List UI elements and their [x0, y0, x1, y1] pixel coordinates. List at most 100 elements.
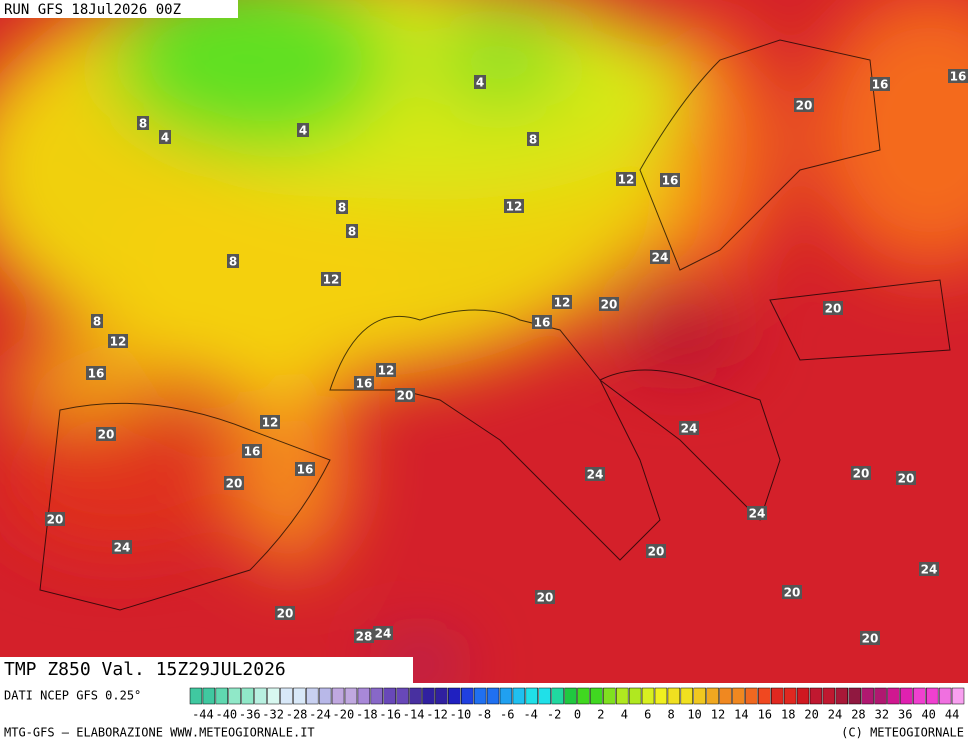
label-box [45, 512, 65, 526]
scale-label: -36 [239, 708, 261, 722]
label-box [224, 476, 244, 490]
contour-label: 20 [601, 298, 618, 312]
scale-swatch [306, 687, 319, 705]
run-label: RUN GFS 18Jul2026 00Z [4, 2, 181, 18]
contour-label: 20 [796, 99, 813, 113]
label-box [474, 75, 486, 89]
scale-label: -24 [309, 708, 331, 722]
scale-swatch [435, 687, 448, 705]
scale-swatch [641, 687, 655, 705]
scale-swatch [758, 687, 771, 705]
credit: MTG-GFS — ELABORAZIONE WWW.METEOGIORNALE… [4, 726, 315, 740]
label-box [336, 200, 348, 214]
scale-label: 44 [945, 708, 959, 722]
scale-swatch [551, 687, 564, 705]
scale-swatch [590, 687, 603, 705]
scale-label: -40 [215, 708, 237, 722]
contour-label: 20 [397, 389, 414, 403]
scale-label: 18 [781, 708, 795, 722]
label-box [242, 444, 262, 458]
label-box [782, 585, 802, 599]
scale-label: -32 [262, 708, 284, 722]
label-box [159, 130, 171, 144]
label-box [96, 427, 116, 441]
contour-label: 12 [618, 173, 635, 187]
contour-label: 20 [277, 607, 294, 621]
contour-label: 20 [898, 472, 915, 486]
scale-swatch [603, 687, 616, 705]
scale-label: 20 [804, 708, 818, 722]
scale-swatch [564, 687, 577, 705]
contour-label: 20 [537, 591, 554, 605]
scale-swatch [861, 687, 874, 705]
contour-label: 24 [375, 627, 392, 641]
scale-label: -4 [523, 708, 537, 722]
contour-label: 12 [554, 296, 571, 310]
scale-label: 0 [574, 708, 581, 722]
contour-label: 20 [226, 477, 243, 491]
scale-swatch [796, 687, 810, 705]
scale-swatch [486, 687, 500, 705]
label-box [585, 467, 605, 481]
scale-swatch [448, 687, 461, 705]
scale-label: 12 [711, 708, 725, 722]
scale-label: -18 [356, 708, 378, 722]
label-box [295, 462, 315, 476]
scale-swatch [616, 687, 629, 705]
label-box [860, 631, 880, 645]
contour-label: 8 [93, 315, 101, 329]
label-box [297, 123, 309, 137]
contour-label: 12 [323, 273, 340, 287]
label-box [86, 366, 106, 380]
scale-swatch [577, 687, 590, 705]
contour-label: 4 [161, 131, 169, 145]
scale-swatch [913, 687, 926, 705]
label-box [376, 363, 396, 377]
scale-swatch [809, 687, 823, 705]
scale-label: 32 [875, 708, 889, 722]
label-box [527, 132, 539, 146]
scale-swatch [771, 687, 784, 705]
contour-label: 16 [872, 78, 889, 92]
label-box [354, 376, 374, 390]
scale-swatch [926, 687, 939, 705]
label-box [532, 315, 552, 329]
scale-swatch [228, 687, 241, 705]
label-box [646, 544, 666, 558]
contour-label: 4 [476, 76, 484, 90]
contour-label: 24 [681, 422, 698, 436]
label-box [660, 173, 680, 187]
scale-label: -28 [286, 708, 308, 722]
scale-swatch [241, 687, 254, 705]
label-box [321, 272, 341, 286]
scale-label: 4 [621, 708, 628, 722]
scale-swatch [719, 687, 732, 705]
contour-label: 12 [262, 416, 279, 430]
scale-swatch [383, 687, 396, 705]
label-box [108, 334, 128, 348]
scale-swatch [822, 687, 836, 705]
scale-swatch [293, 687, 306, 705]
contour-label: 12 [506, 200, 523, 214]
contour-label: 20 [98, 428, 115, 442]
label-box [870, 77, 890, 91]
temperature-field [0, 0, 968, 683]
scale-label: -2 [547, 708, 561, 722]
scale-swatch [422, 687, 435, 705]
label-box [112, 540, 132, 554]
label-box [919, 562, 939, 576]
scale-swatch [461, 687, 474, 705]
label-box [260, 415, 280, 429]
scale-label: -14 [403, 708, 425, 722]
label-box [794, 98, 814, 112]
title-box [0, 657, 413, 683]
label-box [535, 590, 555, 604]
scale-swatch [499, 687, 513, 705]
scale-swatch [693, 687, 706, 705]
scale-label: -8 [477, 708, 491, 722]
scale-label: 24 [828, 708, 842, 722]
scale-label: -6 [500, 708, 514, 722]
contour-label: 8 [348, 225, 356, 239]
scale-swatch [900, 687, 913, 705]
